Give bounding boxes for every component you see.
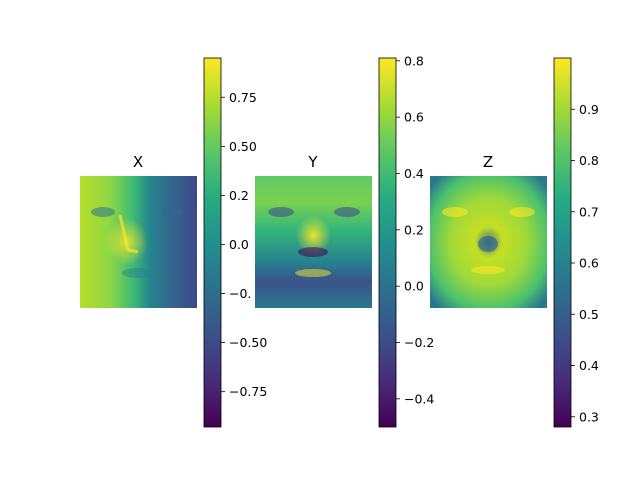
colorbar-tick-label: 0.75 <box>229 90 257 105</box>
panel-y: Y 0.8 0.6 0.4 0.2 0.0 −0.2 −0.4 <box>255 53 434 428</box>
colorbar-tick-label: 0.0 <box>404 279 424 294</box>
panel-title: Z <box>483 153 493 171</box>
colorbar: 0.8 0.6 0.4 0.2 0.0 −0.2 −0.4 <box>378 53 434 428</box>
panel-title: Y <box>307 153 318 171</box>
colorbar-tick-label: 0.5 <box>579 307 599 322</box>
colorbar-tick-label: 0.6 <box>404 110 424 125</box>
colorbar-ticks: 0.9 0.8 0.7 0.6 0.5 0.4 0.3 <box>571 102 599 424</box>
colorbar-ticks: 0.75 0.50 0.2 0.0 −0. −0.50 −0.75 <box>221 90 267 399</box>
colorbar-tick-label: 0.0 <box>229 237 249 252</box>
colorbar-tick-label: 0.3 <box>579 409 599 424</box>
colorbar-tick-label: 0.9 <box>579 102 599 117</box>
colorbar-tick-label: −0.75 <box>229 384 267 399</box>
colorbar-tick-label: 0.2 <box>404 222 424 237</box>
panel-title: X <box>133 153 143 171</box>
colorbar-tick-label: 0.7 <box>579 204 599 219</box>
colorbar-tick-label: 0.4 <box>404 166 424 181</box>
colorbar: 0.9 0.8 0.7 0.6 0.5 0.4 0.3 <box>553 57 599 428</box>
colorbar-tick-label: −0.4 <box>404 391 434 406</box>
panel-x: X 0.75 0.50 0.2 0.0 −0. −0.50 −0.75 <box>80 57 267 428</box>
colorbar-tick-label: 0.6 <box>579 256 599 271</box>
colorbar-tick-label: 0.8 <box>579 153 599 168</box>
colorbar: 0.75 0.50 0.2 0.0 −0. −0.50 −0.75 <box>203 57 267 428</box>
colorbar-tick-label: 0.2 <box>229 188 249 203</box>
colorbar-tick-label: 0.50 <box>229 139 257 154</box>
panel-z: Z 0.9 0.8 0.7 0.6 0.5 0.4 0.3 <box>430 57 599 428</box>
colorbar-tick-label: −0.2 <box>404 335 434 350</box>
colorbar-ticks: 0.8 0.6 0.4 0.2 0.0 −0.2 −0.4 <box>396 53 434 406</box>
colorbar-tick-label: −0.50 <box>229 335 267 350</box>
colorbar-tick-label: −0. <box>229 286 251 301</box>
heatmap-image <box>255 176 372 308</box>
heatmap-image <box>430 176 547 308</box>
colorbar-tick-label: 0.4 <box>579 358 599 373</box>
colorbar-tick-label: 0.8 <box>404 53 424 68</box>
heatmap-image <box>80 176 197 308</box>
